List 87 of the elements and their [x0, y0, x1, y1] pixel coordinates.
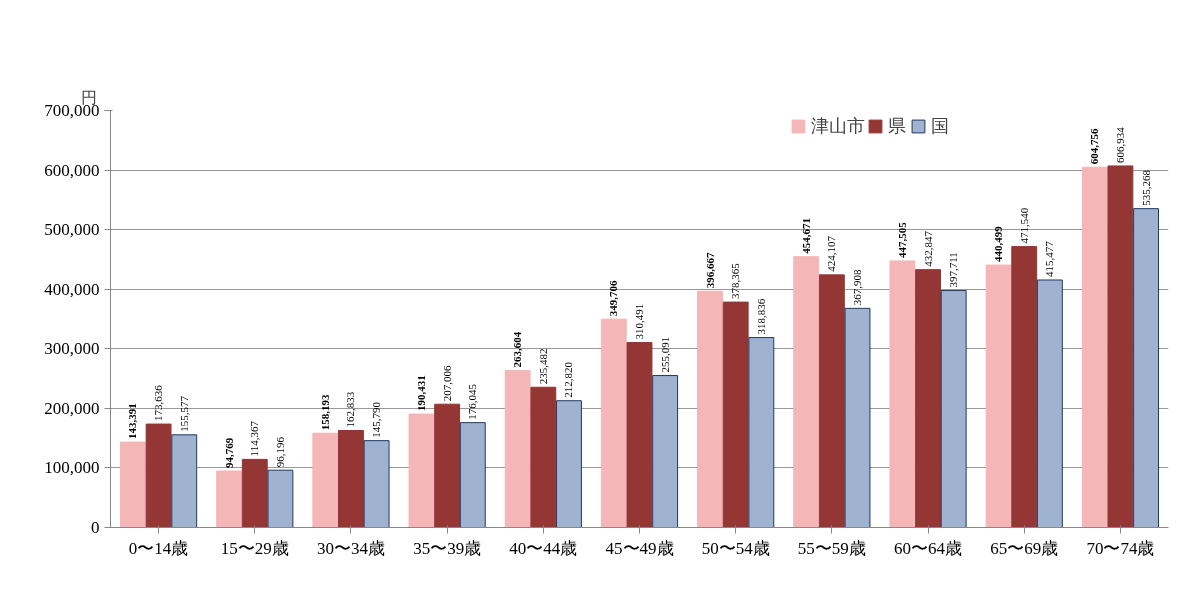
data-label: 255,091 [658, 336, 671, 373]
data-label: 440,499 [992, 225, 1005, 263]
data-label: 396,667 [703, 251, 716, 289]
y-tick-label: 200,000 [44, 398, 100, 418]
data-label: 155,577 [177, 395, 190, 432]
y-tick-label: 100,000 [44, 458, 100, 478]
bar [889, 260, 916, 528]
data-label: 535,268 [1139, 169, 1152, 206]
x-tick-label: 35〜39歳 [413, 538, 482, 558]
bar [434, 403, 461, 528]
bar [171, 434, 198, 528]
data-label: 176,045 [466, 383, 479, 420]
data-label: 318,836 [754, 298, 767, 335]
y-tick-label: 300,000 [44, 339, 100, 359]
x-tick-label: 45〜49歳 [605, 538, 674, 558]
y-tick-label: 0 [91, 518, 100, 537]
data-label: 397,711 [947, 252, 960, 288]
data-label: 454,671 [799, 217, 812, 254]
bar [241, 458, 268, 528]
bar [844, 307, 871, 528]
y-tick-label: 600,000 [44, 160, 100, 180]
data-label: 114,367 [248, 420, 261, 457]
data-label: 190,431 [414, 375, 427, 412]
data-label: 207,006 [440, 364, 453, 402]
data-label: 349,706 [607, 279, 620, 317]
bar [267, 469, 294, 528]
bar [1081, 166, 1108, 528]
data-label: 145,790 [370, 401, 383, 438]
data-label: 158,193 [318, 394, 331, 431]
legend-label: 国 [930, 115, 950, 138]
bar [1107, 165, 1134, 528]
bar [530, 386, 557, 528]
bar [697, 290, 723, 528]
bar [363, 440, 390, 528]
data-label: 378,365 [729, 262, 742, 300]
bar [504, 369, 531, 528]
bar [120, 441, 146, 528]
y-tick-label: 400,000 [44, 279, 100, 299]
bar [793, 256, 820, 528]
data-label: 94,769 [222, 437, 235, 469]
data-label: 263,604 [511, 331, 524, 368]
legend-label: 県 [887, 115, 907, 138]
bar [600, 318, 627, 528]
legend-label: 津山市 [810, 115, 865, 138]
x-tick-label: 70〜74歳 [1086, 538, 1155, 558]
data-label: 162,833 [344, 391, 357, 428]
data-label: 96,196 [273, 436, 286, 468]
data-label: 432,847 [921, 230, 934, 267]
bar [1036, 279, 1063, 528]
data-label: 310,491 [633, 303, 645, 340]
x-tick-label: 15〜29歳 [220, 538, 289, 558]
bar [216, 470, 243, 528]
data-label: 447,505 [895, 221, 908, 258]
x-tick-label: 60〜64歳 [894, 538, 963, 558]
bar [556, 400, 582, 528]
data-label: 173,636 [152, 384, 165, 422]
bar [312, 432, 339, 528]
x-tick-label: 0〜14歳 [128, 538, 189, 558]
bar [722, 301, 749, 528]
data-label: 604,756 [1088, 127, 1101, 165]
bar [1011, 246, 1038, 528]
bar [652, 375, 679, 528]
bar [338, 430, 364, 528]
x-tick-label: 55〜59歳 [797, 538, 866, 558]
x-tick-label: 30〜34歳 [316, 538, 385, 558]
data-label: 415,477 [1043, 240, 1056, 277]
bar [940, 290, 967, 528]
data-label: 424,107 [825, 235, 838, 272]
bar [985, 264, 1012, 528]
data-label: 143,391 [126, 403, 139, 440]
data-label: 367,908 [851, 269, 864, 306]
data-label: 471,540 [1017, 207, 1030, 244]
x-tick-label: 50〜54歳 [701, 538, 770, 558]
data-label: 606,934 [1113, 126, 1126, 163]
y-tick-label: 500,000 [44, 220, 100, 240]
bar [145, 423, 172, 528]
data-label: 235,482 [536, 348, 549, 385]
bar [1133, 208, 1159, 528]
bar [915, 269, 941, 528]
bar [748, 337, 775, 528]
bar [408, 413, 435, 528]
x-tick-label: 65〜69歳 [990, 538, 1059, 558]
data-label: 212,820 [562, 361, 575, 398]
bar [818, 274, 845, 528]
bar [459, 422, 486, 528]
bar [626, 342, 653, 528]
x-tick-label: 40〜44歳 [509, 538, 578, 558]
